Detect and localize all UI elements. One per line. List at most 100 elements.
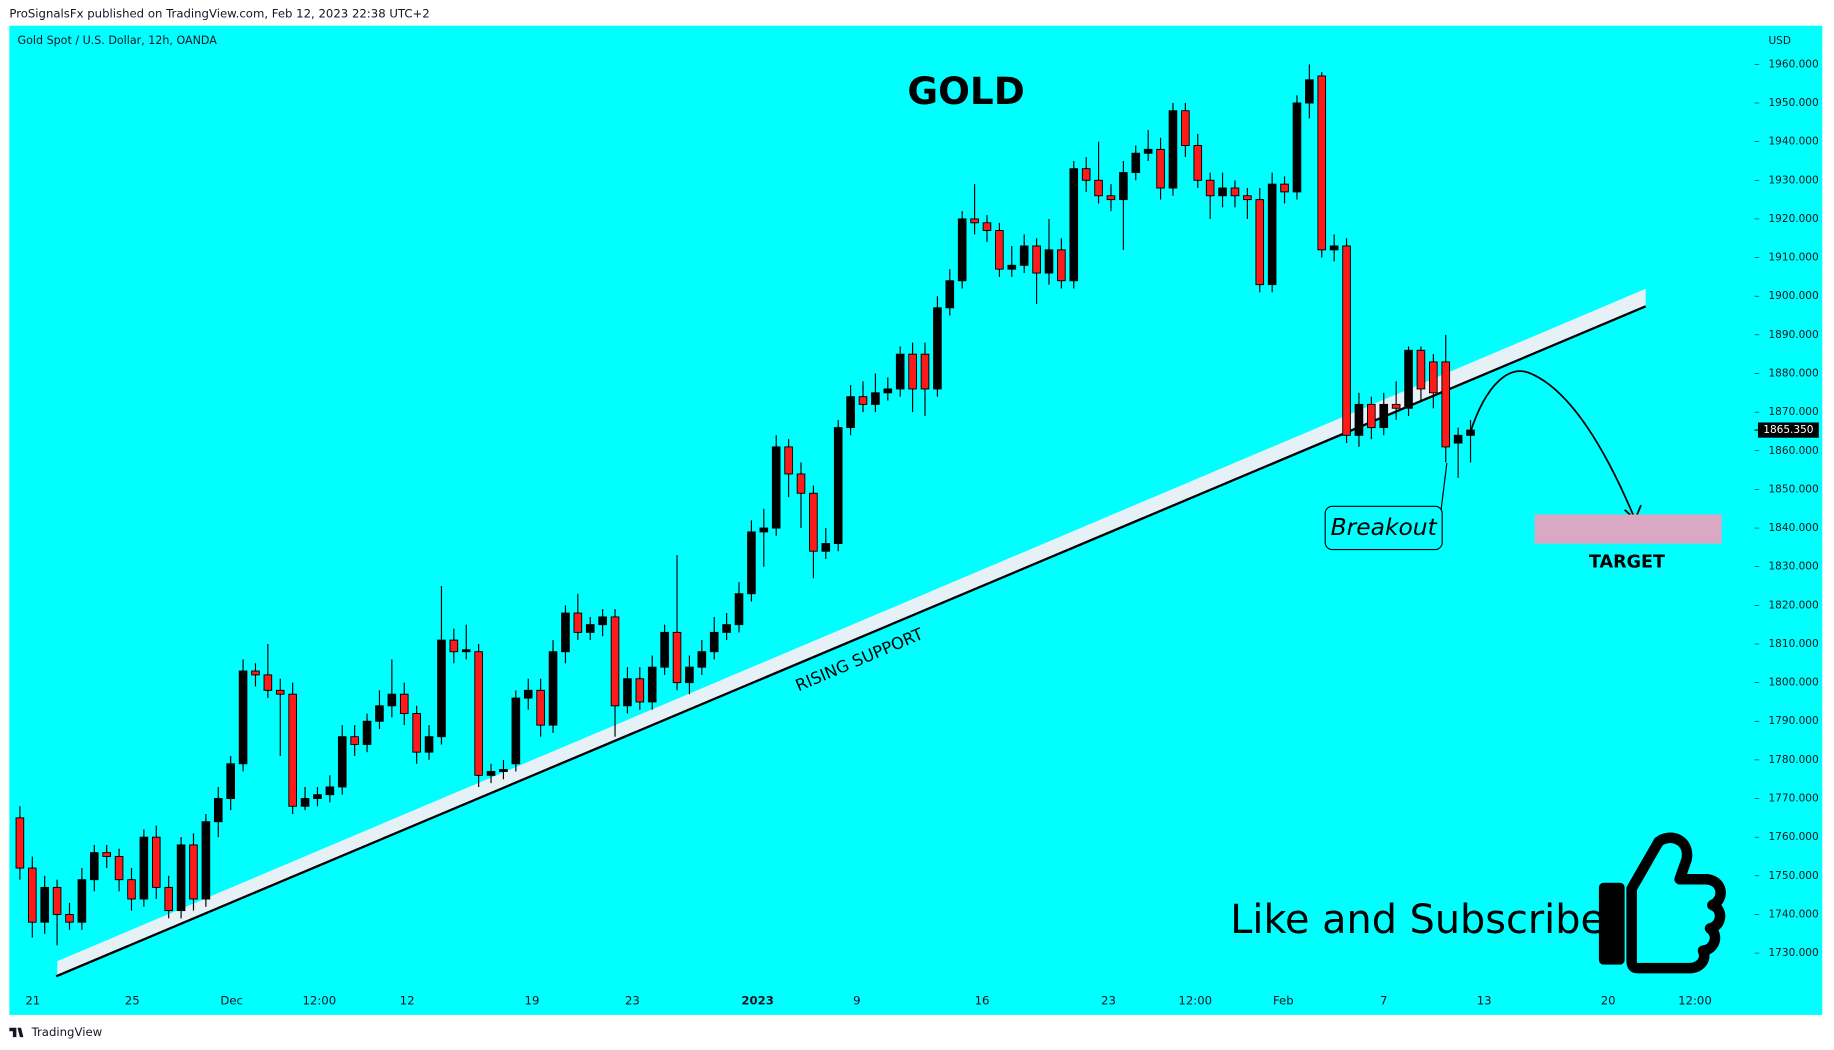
candle-body (1342, 245, 1351, 436)
y-tick-label: 1780.000 (1769, 754, 1819, 766)
candle-body (226, 763, 235, 800)
candle-body (722, 624, 731, 633)
promo-text: Like and Subscribe (1230, 897, 1605, 943)
target-label: TARGET (1589, 552, 1665, 572)
candle-body (598, 616, 607, 626)
candle-body (1230, 187, 1240, 197)
candle-body (412, 713, 421, 753)
candle-body (387, 693, 397, 707)
candle-body (65, 913, 74, 923)
candle-body (399, 693, 409, 714)
x-tick-label: 13 (1477, 993, 1492, 1007)
y-tick-label: 1800.000 (1769, 677, 1819, 689)
candle-body (52, 886, 62, 915)
candle-body (1243, 195, 1252, 201)
projection-arrow (1469, 370, 1635, 518)
y-tick-label: 1760.000 (1769, 831, 1819, 843)
candle-body (89, 852, 99, 881)
x-tick-label: 12 (400, 993, 415, 1007)
candle-body (635, 678, 645, 703)
candle-body (1143, 148, 1153, 154)
x-tick-label: 2023 (741, 993, 774, 1007)
candle-body (647, 666, 657, 703)
y-tick-label: 1890.000 (1769, 329, 1819, 341)
candle-body (40, 886, 50, 923)
x-tick-label: 9 (853, 993, 860, 1007)
y-tick-label: 1850.000 (1769, 483, 1819, 495)
candle-body (213, 798, 223, 823)
candle-body (238, 670, 248, 765)
candle-body (1032, 245, 1041, 274)
target-zone (1534, 514, 1722, 544)
y-tick-label: 1830.000 (1769, 561, 1819, 573)
candle-body (747, 531, 756, 595)
x-tick-label: 16 (975, 993, 990, 1007)
x-tick-label: 12:00 (1178, 993, 1212, 1007)
candle-body (176, 844, 186, 912)
chart-area (9, 25, 1823, 1015)
candle-body (313, 794, 322, 800)
candle-body (1317, 75, 1327, 251)
candle-body (1057, 249, 1066, 282)
x-tick-label: 23 (625, 993, 640, 1007)
x-tick-label: 12:00 (1678, 993, 1712, 1007)
candle-body (573, 612, 583, 633)
y-tick-label: 1820.000 (1769, 599, 1819, 611)
candle-body (1007, 264, 1017, 270)
symbol-info: Gold Spot / U.S. Dollar, 12h, OANDA (18, 34, 218, 47)
candle-body (883, 388, 893, 394)
candle-body (1019, 245, 1029, 266)
thumbs-up-icon (1598, 832, 1726, 974)
candle-body (461, 649, 471, 653)
y-tick-label: 1790.000 (1769, 715, 1819, 727)
candle-body (1367, 403, 1376, 429)
x-tick-label: 25 (125, 993, 140, 1007)
candle-body (127, 879, 136, 900)
candle-body (1391, 403, 1401, 409)
candle-body (1119, 172, 1128, 201)
candle-body (672, 631, 682, 684)
candle-body (734, 593, 744, 626)
x-tick-label: 21 (25, 993, 40, 1007)
support-fill (57, 288, 1646, 977)
candle-body (933, 307, 942, 390)
candle-body (1305, 79, 1314, 104)
candle-body (511, 697, 521, 765)
candle-body (337, 736, 347, 788)
x-tick-label: 19 (525, 993, 540, 1007)
candle-body (610, 616, 620, 707)
candle-body (1193, 145, 1203, 181)
candle-body (1329, 245, 1339, 251)
candle-body (771, 446, 781, 529)
candle-body (1416, 349, 1426, 390)
candle-body (1429, 361, 1438, 394)
candle-body (833, 427, 843, 544)
y-tick-label: 1960.000 (1769, 58, 1819, 70)
candle-body (27, 867, 37, 923)
candle-body (1453, 434, 1463, 444)
candle-body (945, 280, 955, 309)
y-tick-label: 1870.000 (1769, 406, 1819, 418)
candle-body (263, 674, 273, 691)
y-tick-label: 1910.000 (1769, 252, 1819, 264)
callout-box (1324, 505, 1443, 551)
candle-body (1218, 187, 1227, 197)
candle-body (1404, 349, 1413, 409)
y-tick-label: 1740.000 (1769, 908, 1819, 920)
candle-body (685, 666, 694, 684)
footer-brand: TradingView (31, 1025, 103, 1039)
candle-body (189, 844, 198, 900)
candle-body (846, 396, 855, 429)
candle-body (536, 689, 545, 726)
candle-body (1255, 199, 1265, 286)
candle-body (151, 836, 161, 888)
y-tick-label: 1750.000 (1769, 870, 1819, 882)
candle-body (871, 392, 880, 405)
candle-body (548, 651, 558, 726)
y-tick-label: 1950.000 (1769, 97, 1819, 109)
y-tick-label: 1770.000 (1769, 793, 1819, 805)
candle-body (77, 879, 87, 923)
currency: USD (1769, 35, 1791, 47)
